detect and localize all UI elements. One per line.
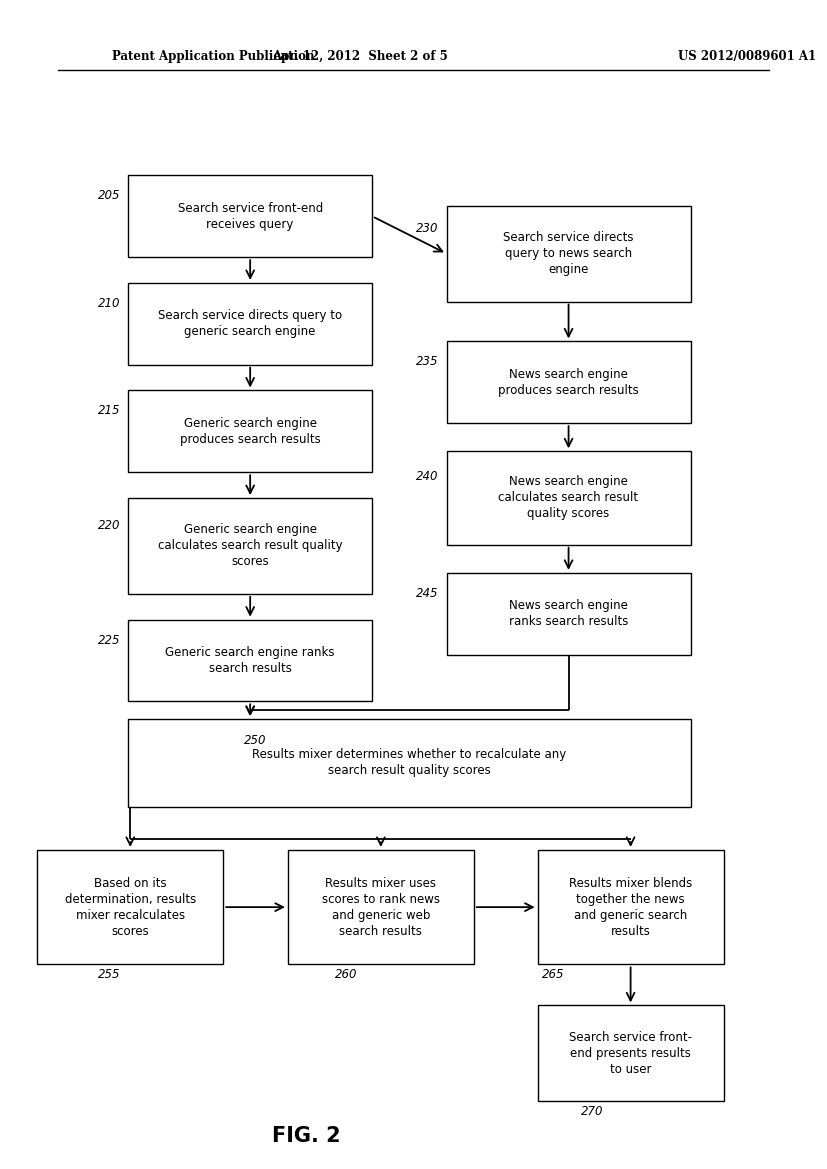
Text: 230: 230 [416, 222, 438, 235]
Text: News search engine
produces search results: News search engine produces search resul… [498, 368, 639, 396]
Text: 220: 220 [98, 519, 120, 532]
Text: Search service directs
query to news search
engine: Search service directs query to news sea… [504, 231, 633, 276]
FancyBboxPatch shape [447, 451, 691, 545]
Text: 270: 270 [581, 1105, 603, 1118]
Text: Results mixer determines whether to recalculate any
search result quality scores: Results mixer determines whether to reca… [252, 748, 566, 777]
FancyBboxPatch shape [128, 175, 372, 257]
Text: 250: 250 [244, 734, 266, 747]
Text: Generic search engine
produces search results: Generic search engine produces search re… [179, 417, 321, 445]
FancyBboxPatch shape [128, 390, 372, 472]
FancyBboxPatch shape [128, 719, 691, 807]
Text: Apr. 12, 2012  Sheet 2 of 5: Apr. 12, 2012 Sheet 2 of 5 [272, 49, 447, 63]
Text: Search service directs query to
generic search engine: Search service directs query to generic … [158, 310, 342, 338]
FancyBboxPatch shape [447, 573, 691, 655]
Text: Results mixer uses
scores to rank news
and generic web
search results: Results mixer uses scores to rank news a… [322, 877, 440, 938]
Text: Generic search engine ranks
search results: Generic search engine ranks search resul… [165, 646, 335, 675]
Text: Based on its
determination, results
mixer recalculates
scores: Based on its determination, results mixe… [65, 877, 196, 938]
Text: 245: 245 [416, 587, 438, 600]
Text: 205: 205 [98, 189, 120, 202]
Text: 210: 210 [98, 297, 120, 310]
Text: US 2012/0089601 A1: US 2012/0089601 A1 [678, 49, 816, 63]
Text: 255: 255 [98, 968, 120, 981]
FancyBboxPatch shape [288, 850, 474, 964]
Text: 240: 240 [416, 470, 438, 483]
Text: News search engine
ranks search results: News search engine ranks search results [509, 600, 629, 628]
Text: 265: 265 [542, 968, 564, 981]
Text: Search service front-end
receives query: Search service front-end receives query [178, 202, 323, 230]
Text: 225: 225 [98, 634, 120, 646]
FancyBboxPatch shape [538, 1005, 724, 1101]
Text: News search engine
calculates search result
quality scores: News search engine calculates search res… [499, 476, 638, 520]
FancyBboxPatch shape [128, 498, 372, 594]
Text: Generic search engine
calculates search result quality
scores: Generic search engine calculates search … [158, 524, 342, 568]
Text: Patent Application Publication: Patent Application Publication [112, 49, 314, 63]
FancyBboxPatch shape [128, 620, 372, 701]
Text: FIG. 2: FIG. 2 [272, 1126, 340, 1147]
FancyBboxPatch shape [447, 341, 691, 423]
FancyBboxPatch shape [37, 850, 223, 964]
Text: Search service front-
end presents results
to user: Search service front- end presents resul… [569, 1031, 692, 1075]
FancyBboxPatch shape [447, 206, 691, 302]
FancyBboxPatch shape [128, 283, 372, 365]
Text: 215: 215 [98, 404, 120, 417]
Text: 235: 235 [416, 355, 438, 368]
FancyBboxPatch shape [538, 850, 724, 964]
Text: Results mixer blends
together the news
and generic search
results: Results mixer blends together the news a… [569, 877, 692, 938]
Text: 260: 260 [335, 968, 357, 981]
